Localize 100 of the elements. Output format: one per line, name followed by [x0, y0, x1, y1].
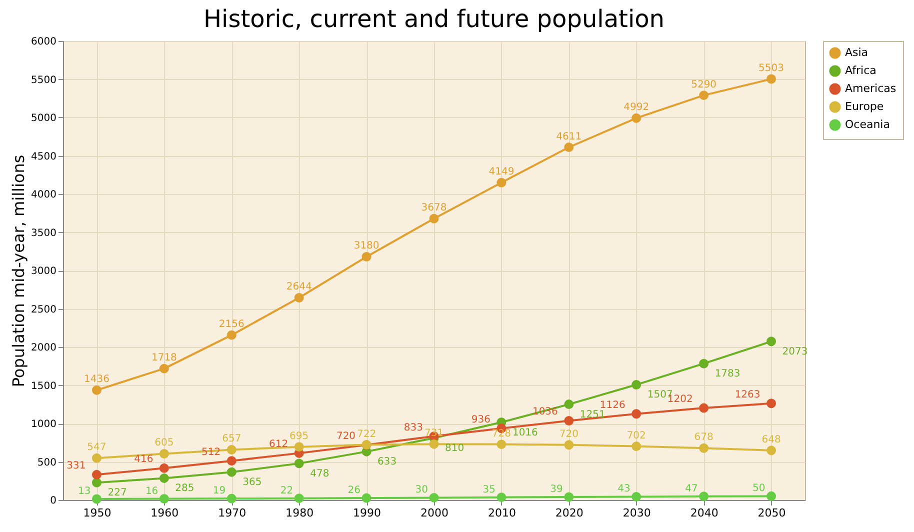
- point: [429, 214, 439, 224]
- point: [632, 409, 642, 419]
- data-label: 1263: [734, 389, 760, 400]
- legend-label: Oceania: [845, 118, 890, 131]
- point: [92, 385, 102, 395]
- data-label: 5290: [691, 79, 717, 90]
- data-label: 633: [378, 456, 397, 468]
- point: [429, 439, 439, 449]
- data-label: 285: [175, 483, 194, 494]
- legend-label: Africa: [845, 64, 876, 77]
- point: [159, 364, 169, 374]
- data-label: 695: [290, 430, 309, 442]
- point: [294, 494, 304, 504]
- point: [699, 492, 709, 502]
- data-label: 4149: [488, 166, 514, 178]
- y-tick-label: 4500: [31, 151, 56, 162]
- y-tick-label: 5000: [31, 113, 56, 124]
- data-label: 227: [108, 488, 127, 499]
- x-tick-label: 2040: [690, 506, 718, 520]
- x-tick-label: 2000: [420, 506, 448, 520]
- x-tick-label: 2050: [758, 506, 786, 520]
- legend-label: Europe: [845, 100, 884, 113]
- point: [766, 491, 776, 501]
- point: [159, 494, 169, 504]
- point: [92, 470, 102, 480]
- data-label: 1251: [580, 409, 606, 420]
- y-tick-label: 500: [37, 457, 56, 468]
- data-label: 678: [694, 432, 714, 444]
- point: [226, 467, 236, 477]
- data-label: 3180: [354, 240, 380, 252]
- point: [632, 113, 642, 123]
- point: [632, 380, 642, 390]
- point: [496, 440, 506, 450]
- x-tick-label: 1960: [150, 506, 179, 520]
- point: [159, 463, 169, 473]
- y-tick-label: 3000: [31, 266, 56, 277]
- data-label: 720: [559, 428, 578, 440]
- data-label: 43: [618, 484, 630, 495]
- y-tick-label: 0: [50, 496, 56, 506]
- data-label: 810: [445, 443, 464, 454]
- point: [226, 456, 236, 466]
- data-label: 648: [762, 434, 781, 446]
- point: [92, 453, 102, 463]
- point: [699, 443, 709, 453]
- data-label: 657: [222, 434, 242, 445]
- data-label: 728: [492, 428, 511, 440]
- x-tick-label: 2020: [555, 506, 584, 520]
- point: [699, 90, 709, 100]
- x-tick-label: 1990: [353, 506, 382, 520]
- x-tick-label: 1980: [286, 506, 314, 520]
- data-label: 30: [415, 484, 428, 496]
- x-tick-label: 2010: [488, 506, 516, 520]
- data-label: 26: [348, 485, 361, 496]
- point: [226, 494, 236, 504]
- point: [564, 440, 574, 450]
- point: [226, 445, 236, 454]
- data-label: 2156: [218, 319, 244, 330]
- point: [496, 492, 506, 502]
- point: [564, 142, 574, 152]
- point: [496, 178, 506, 188]
- point: [564, 400, 574, 410]
- point: [159, 448, 169, 458]
- point: [362, 252, 372, 262]
- point: [564, 492, 574, 502]
- data-label: 39: [550, 484, 563, 496]
- y-tick-label: 1500: [31, 380, 56, 392]
- data-label: 936: [471, 414, 490, 426]
- chart-title: Historic, current and future population: [203, 5, 665, 33]
- x-tick-label: 1950: [83, 506, 112, 520]
- data-label: 1016: [512, 427, 538, 438]
- point: [362, 493, 372, 503]
- legend-label: Asia: [845, 46, 868, 59]
- data-label: 16: [145, 486, 158, 497]
- point: [699, 358, 709, 368]
- y-axis-title: Population mid-year, millions: [9, 154, 28, 388]
- point: [294, 458, 304, 468]
- data-label: 2644: [286, 282, 312, 293]
- data-label: 605: [154, 438, 174, 449]
- point: [766, 398, 776, 408]
- y-tick-label: 2500: [31, 304, 56, 316]
- data-label: 47: [685, 483, 698, 494]
- data-label: 4611: [556, 131, 582, 142]
- y-tick-label: 5500: [31, 74, 56, 86]
- point: [632, 492, 642, 502]
- x-tick-label: 2030: [622, 506, 651, 520]
- point: [159, 473, 169, 483]
- data-label: 365: [242, 477, 262, 488]
- data-label: 416: [134, 454, 154, 466]
- data-label: 702: [626, 430, 646, 442]
- point: [294, 442, 304, 452]
- point: [766, 74, 776, 84]
- data-label: 1436: [84, 374, 110, 386]
- data-label: 331: [66, 460, 86, 472]
- x-tick-label: 1970: [218, 506, 246, 520]
- data-label: 1126: [600, 400, 626, 411]
- data-label: 4992: [624, 102, 650, 114]
- point: [564, 416, 574, 426]
- point: [699, 403, 709, 413]
- data-label: 720: [336, 430, 356, 442]
- point: [632, 442, 642, 452]
